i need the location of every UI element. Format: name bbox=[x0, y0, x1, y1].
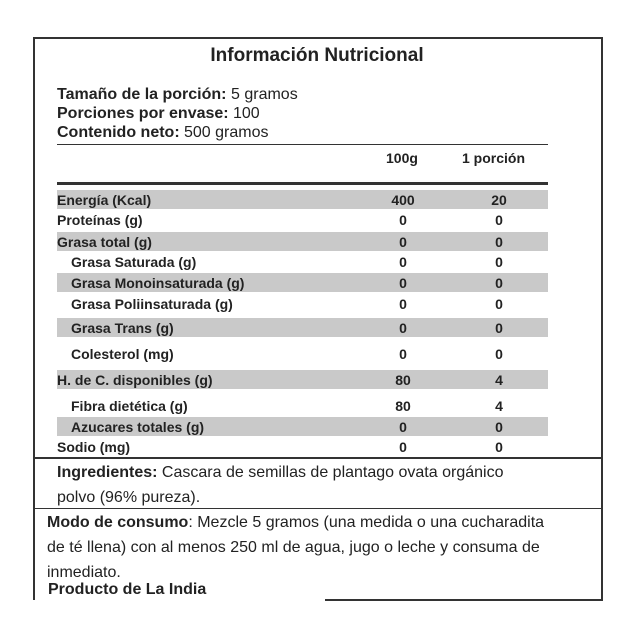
row-value: 0 bbox=[495, 254, 503, 270]
border-top bbox=[33, 37, 603, 39]
row-value: 20 bbox=[491, 192, 507, 208]
serving-label: Porciones por envase: bbox=[57, 105, 229, 122]
row-value: 0 bbox=[495, 346, 503, 362]
row-shade bbox=[57, 273, 548, 292]
row-value: 400 bbox=[391, 192, 415, 208]
row-value: 0 bbox=[399, 212, 407, 228]
row-shade bbox=[57, 370, 548, 389]
row-name: Grasa Monoinsaturada (g) bbox=[71, 275, 245, 291]
row-value: 0 bbox=[399, 419, 407, 435]
row-name: Grasa total (g) bbox=[57, 234, 152, 250]
row-shade bbox=[57, 190, 548, 209]
row-value: 0 bbox=[495, 275, 503, 291]
border-bottom bbox=[325, 599, 603, 601]
usage-label: Modo de consumo bbox=[47, 514, 189, 531]
origin: Producto de La India bbox=[48, 581, 207, 598]
serving-value: 100 bbox=[233, 105, 260, 122]
row-name: Energía (Kcal) bbox=[57, 192, 152, 208]
serving-value: 500 gramos bbox=[184, 124, 269, 141]
row-value: 0 bbox=[399, 346, 407, 362]
row-value: 0 bbox=[495, 320, 503, 336]
serving-label: Contenido neto: bbox=[57, 124, 180, 141]
serving-label: Tamaño de la porción: bbox=[57, 86, 227, 103]
rule bbox=[33, 508, 603, 509]
row-value: 0 bbox=[495, 419, 503, 435]
row-value: 0 bbox=[495, 212, 503, 228]
row-value: 0 bbox=[495, 234, 503, 250]
title: Información Nutricional bbox=[210, 45, 424, 66]
row-name: Colesterol (mg) bbox=[71, 346, 174, 362]
row-name: Grasa Poliinsaturada (g) bbox=[71, 296, 233, 312]
row-name: Fibra dietética (g) bbox=[71, 398, 188, 414]
rule bbox=[57, 144, 548, 145]
row-value: 4 bbox=[495, 398, 503, 414]
column-header: 1 porción bbox=[462, 150, 526, 166]
row-value: 80 bbox=[395, 398, 411, 414]
ingredients-label: Ingredientes: bbox=[57, 464, 158, 481]
serving-value: 5 gramos bbox=[231, 86, 298, 103]
row-value: 0 bbox=[399, 439, 407, 455]
row-value: 0 bbox=[399, 234, 407, 250]
row-value: 0 bbox=[495, 296, 503, 312]
row-value: 0 bbox=[495, 439, 503, 455]
rule bbox=[33, 457, 603, 459]
border-right bbox=[601, 37, 603, 600]
row-shade bbox=[57, 232, 548, 251]
row-shade bbox=[57, 417, 548, 436]
row-value: 80 bbox=[395, 372, 411, 388]
row-name: H. de C. disponibles (g) bbox=[57, 372, 213, 388]
border-left bbox=[33, 37, 35, 600]
row-name: Grasa Saturada (g) bbox=[71, 254, 197, 270]
row-value: 0 bbox=[399, 320, 407, 336]
row-shade bbox=[57, 318, 548, 337]
row-value: 0 bbox=[399, 254, 407, 270]
column-header: 100g bbox=[386, 150, 418, 166]
rule bbox=[57, 182, 548, 185]
row-value: 0 bbox=[399, 275, 407, 291]
row-value: 0 bbox=[399, 296, 407, 312]
usage-text: : Mezcle 5 gramos (una medida o una cuch… bbox=[47, 514, 545, 581]
row-name: Grasa Trans (g) bbox=[71, 320, 174, 336]
usage: Modo de consumo: Mezcle 5 gramos (una me… bbox=[47, 510, 552, 585]
row-name: Sodio (mg) bbox=[57, 439, 131, 455]
row-value: 4 bbox=[495, 372, 503, 388]
ingredients-text: Cascara de semillas de plantago ovata or… bbox=[57, 464, 504, 506]
ingredients: Ingredientes: Cascara de semillas de pla… bbox=[57, 460, 527, 510]
row-name: Azucares totales (g) bbox=[71, 419, 205, 435]
row-name: Proteínas (g) bbox=[57, 212, 143, 228]
